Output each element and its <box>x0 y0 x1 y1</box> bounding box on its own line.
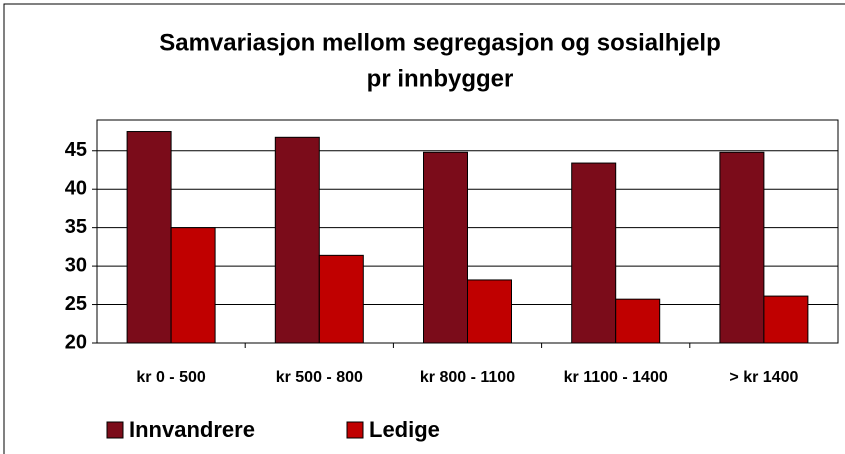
x-tick-label: kr 800 - 1100 <box>420 369 515 386</box>
bar <box>274 136 320 344</box>
bar <box>763 295 809 344</box>
y-tick-label: 25 <box>65 293 87 315</box>
y-tick-label: 30 <box>65 254 87 276</box>
bar <box>423 151 468 344</box>
chart-subtitle: pr innbygger <box>367 65 514 92</box>
x-tick-label: > kr 1400 <box>729 369 798 386</box>
legend-label: Ledige <box>369 417 440 442</box>
bar <box>615 298 661 344</box>
bar <box>318 254 364 344</box>
bar <box>126 131 172 344</box>
legend-swatch <box>346 421 364 439</box>
x-tick-label: kr 1100 - 1400 <box>564 369 668 386</box>
x-tick-label: kr 500 - 800 <box>276 369 363 386</box>
y-tick-label: 40 <box>65 177 87 199</box>
y-tick-label: 20 <box>65 331 87 353</box>
y-tick-label: 35 <box>65 216 87 238</box>
y-tick-label: 45 <box>65 139 87 161</box>
legend-label: Innvandrere <box>129 417 255 442</box>
legend-swatch <box>106 421 124 439</box>
bar <box>467 279 512 344</box>
bar <box>571 162 617 344</box>
bar <box>170 227 216 344</box>
x-tick-label: kr 0 - 500 <box>136 369 205 386</box>
bar <box>719 151 765 344</box>
chart-title: Samvariasjon mellom segregasjon og sosia… <box>159 29 721 56</box>
